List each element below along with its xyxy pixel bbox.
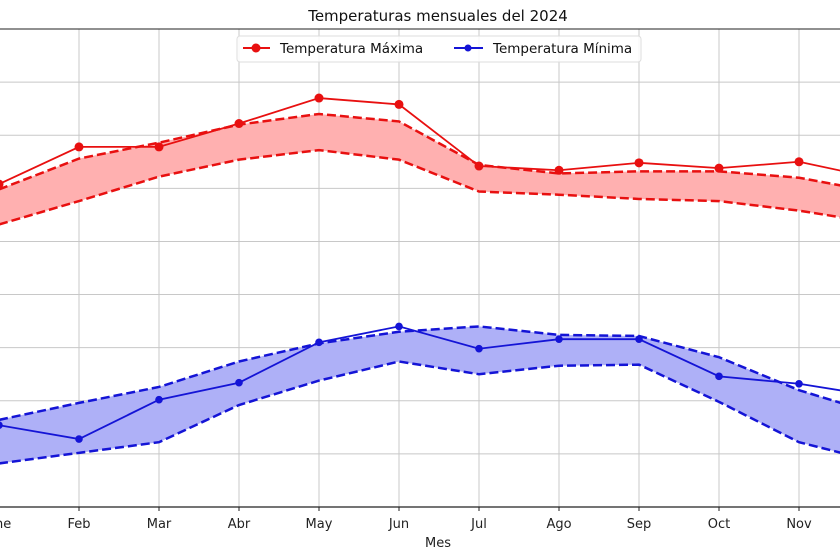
band-fill-1 xyxy=(0,326,840,464)
data-point xyxy=(795,379,803,388)
data-point xyxy=(0,421,3,429)
x-tick-label: Nov xyxy=(786,517,812,532)
data-point xyxy=(794,157,804,167)
data-point xyxy=(395,322,403,331)
data-point xyxy=(154,142,164,152)
x-tick-label: Ago xyxy=(546,517,571,532)
x-ticks: EneFebMarAbrMayJunJulAgoSepOctNovDic xyxy=(0,507,812,532)
legend: Temperatura Máxima Temperatura Mínima xyxy=(236,35,642,63)
data-point xyxy=(155,395,163,404)
x-tick-label: Jul xyxy=(470,517,487,532)
legend-max-label: Temperatura Máxima xyxy=(279,41,423,57)
data-point xyxy=(75,435,83,443)
bands xyxy=(0,113,840,464)
chart-title: Temperaturas mensuales del 2024 xyxy=(307,7,568,25)
data-point xyxy=(715,372,723,381)
data-point xyxy=(475,344,483,353)
legend-max-marker xyxy=(251,43,261,53)
data-point xyxy=(635,335,643,343)
band-fill-0 xyxy=(0,113,840,225)
data-point xyxy=(234,119,244,129)
data-point xyxy=(554,165,564,175)
data-point xyxy=(555,335,563,343)
data-point xyxy=(74,142,84,152)
legend-min-label: Temperatura Mínima xyxy=(492,41,632,57)
x-tick-label: Mar xyxy=(147,517,172,532)
x-tick-label: Sep xyxy=(627,517,652,532)
x-tick-label: Feb xyxy=(67,517,90,532)
x-tick-label: Abr xyxy=(228,517,251,532)
data-point xyxy=(394,99,404,109)
legend-min-marker xyxy=(464,44,472,52)
x-tick-label: May xyxy=(306,517,333,532)
x-tick-label: Ene xyxy=(0,517,11,532)
series-line-1 xyxy=(0,325,840,440)
data-point xyxy=(235,378,243,387)
axes-spines xyxy=(0,28,840,508)
grid xyxy=(0,29,840,507)
series-line-0 xyxy=(0,97,840,185)
data-point xyxy=(714,163,724,173)
x-axis-label: Mes xyxy=(425,536,451,551)
legend-box xyxy=(236,35,642,63)
band-lower-line-1 xyxy=(0,360,840,465)
data-point xyxy=(634,158,644,168)
data-point xyxy=(314,93,324,103)
x-tick-label: Oct xyxy=(708,517,730,532)
band-upper-line-0 xyxy=(0,112,840,191)
data-point xyxy=(0,179,4,189)
data-point xyxy=(315,338,323,347)
x-tick-label: Jun xyxy=(388,517,409,532)
band-lower-line-0 xyxy=(0,148,840,226)
band-upper-line-1 xyxy=(0,325,840,421)
data-point xyxy=(474,161,484,171)
series-lines xyxy=(0,93,840,465)
